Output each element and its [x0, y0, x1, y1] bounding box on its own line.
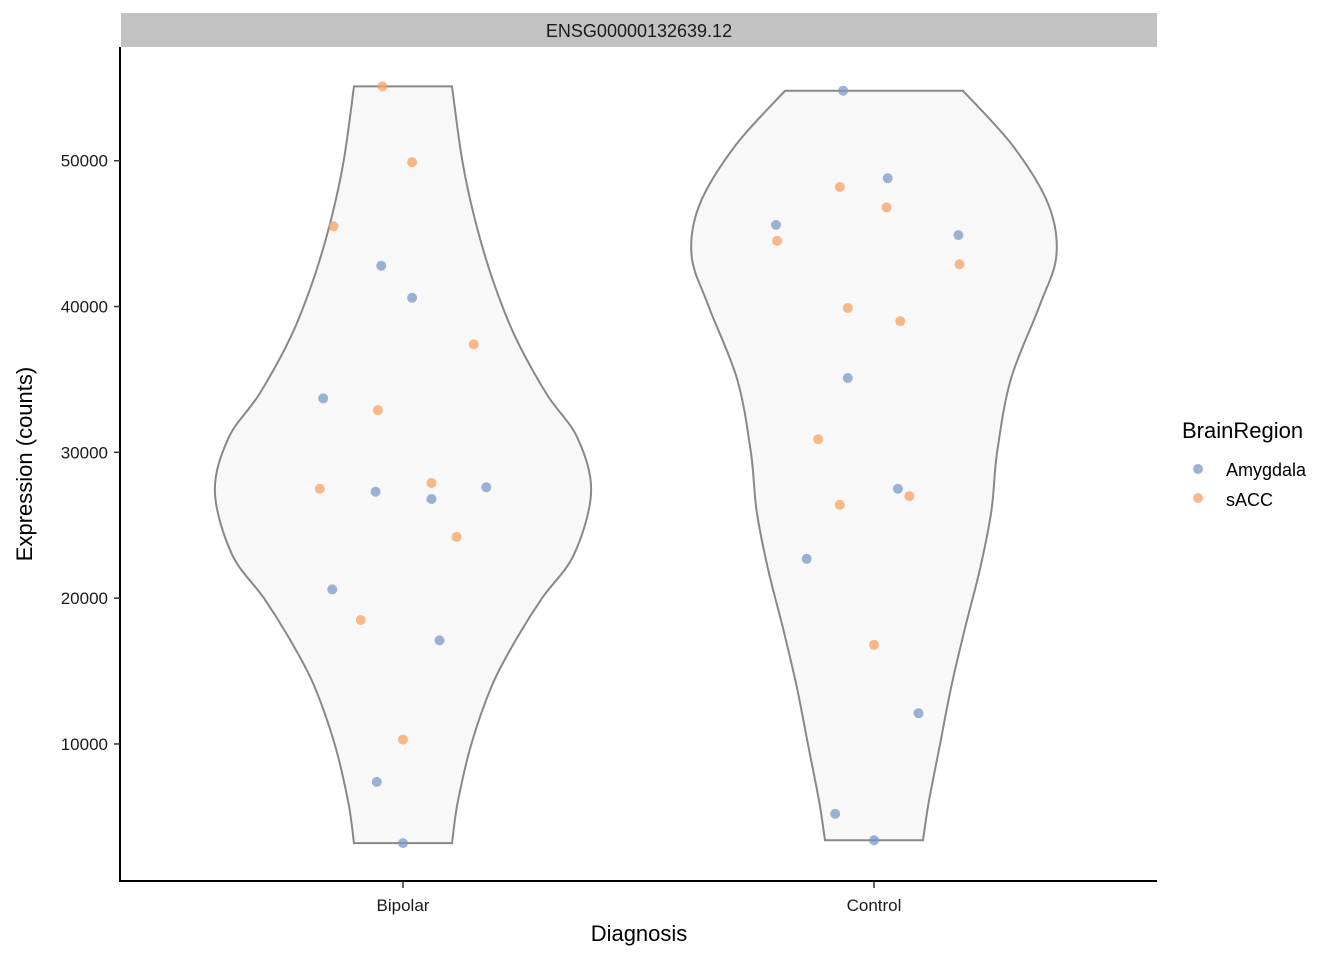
point-amygdala [801, 553, 812, 564]
violins [213, 85, 1058, 845]
point-sacc [426, 478, 437, 488]
point-amygdala [830, 808, 841, 819]
point-amygdala [913, 708, 924, 719]
point-amygdala [838, 85, 849, 96]
y-axis-title: Expression (counts) [12, 367, 37, 561]
violin-bipolar [213, 85, 593, 845]
legend-key-amygdala [1193, 464, 1203, 474]
point-amygdala [953, 230, 964, 241]
y-tick-label: 30000 [61, 443, 108, 462]
point-amygdala [481, 482, 492, 493]
point-amygdala [842, 373, 853, 383]
point-amygdala [371, 776, 382, 787]
point-sacc [834, 499, 845, 510]
point-sacc [372, 405, 383, 416]
x-tick-label: Bipolar [377, 896, 430, 915]
point-amygdala [434, 635, 445, 646]
point-amygdala [370, 486, 381, 497]
point-sacc [895, 316, 906, 327]
facet-strip [121, 13, 1157, 47]
point-amygdala [771, 219, 781, 230]
point-sacc [407, 157, 418, 168]
point-sacc [842, 303, 853, 313]
data-points [314, 81, 965, 849]
legend-title: BrainRegion [1182, 418, 1303, 443]
point-sacc [355, 615, 366, 625]
facet-strip-label: ENSG00000132639.12 [546, 21, 732, 41]
point-amygdala [318, 393, 329, 404]
legend-label-sacc: sACC [1226, 490, 1273, 510]
point-sacc [772, 235, 783, 246]
point-sacc [377, 81, 388, 92]
point-sacc [398, 734, 408, 745]
point-sacc [904, 491, 915, 502]
point-sacc [869, 639, 879, 650]
point-sacc [881, 202, 892, 213]
point-sacc [834, 182, 845, 192]
y-tick-label: 50000 [61, 152, 108, 171]
point-sacc [813, 434, 824, 445]
x-axis-title: Diagnosis [591, 921, 688, 946]
legend-key-sacc [1193, 493, 1203, 503]
y-axis-ticks: 10000 20000 30000 40000 50000 [61, 152, 120, 754]
point-sacc [468, 339, 479, 350]
point-sacc [451, 531, 462, 542]
point-sacc [954, 259, 965, 270]
point-amygdala [869, 835, 879, 846]
legend-label-amygdala: Amygdala [1226, 460, 1307, 480]
point-amygdala [882, 173, 893, 184]
point-amygdala [892, 483, 903, 494]
y-tick-label: 40000 [61, 298, 108, 317]
legend: BrainRegion Amygdala sACC [1182, 418, 1307, 510]
x-axis-ticks: Bipolar Control [377, 882, 902, 915]
y-tick-label: 20000 [61, 589, 108, 608]
point-amygdala [398, 838, 408, 849]
x-tick-label: Control [847, 896, 902, 915]
y-tick-label: 10000 [61, 735, 108, 754]
point-amygdala [327, 584, 338, 595]
point-amygdala [407, 292, 418, 303]
point-sacc [328, 221, 339, 232]
point-amygdala [376, 260, 387, 271]
violin-control [690, 89, 1058, 842]
point-amygdala [426, 494, 437, 504]
point-sacc [314, 483, 325, 494]
